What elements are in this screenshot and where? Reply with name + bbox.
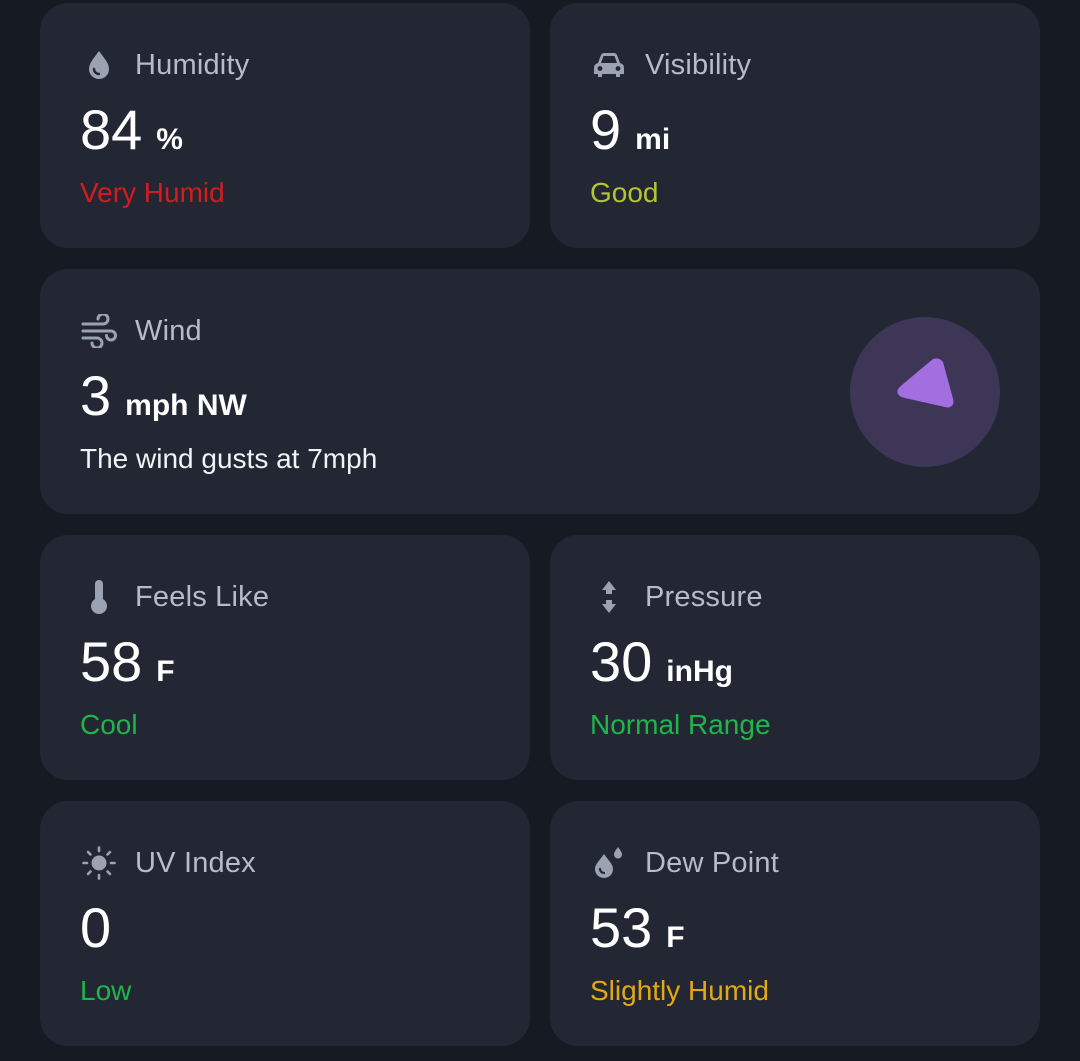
dew-point-label: Dew Point [645, 846, 779, 879]
pressure-label: Pressure [645, 580, 763, 613]
uv-index-label: UV Index [135, 846, 256, 879]
dew-point-value-line: 53 F [590, 893, 685, 963]
thermometer-icon [80, 578, 118, 616]
visibility-value: 9 [590, 98, 622, 161]
wind-header: Wind [80, 311, 202, 351]
feels-like-label: Feels Like [135, 580, 270, 613]
uv-index-status: Low [80, 975, 132, 1006]
uv-index-header: UV Index [80, 843, 256, 883]
wind-gust-description: The wind gusts at 7mph [80, 443, 378, 474]
humidity-status: Very Humid [80, 177, 225, 208]
wind-direction-arrow-icon [885, 350, 965, 435]
pressure-card[interactable]: Pressure 30 inHg Normal Range [550, 535, 1040, 780]
visibility-header: Visibility [590, 45, 751, 85]
wind-value: 3 [80, 364, 112, 427]
humidity-value: 84 [80, 98, 143, 161]
visibility-unit: mi [635, 123, 671, 156]
humidity-label: Humidity [135, 48, 250, 81]
feels-like-status: Cool [80, 709, 138, 740]
dew-point-status: Slightly Humid [590, 975, 769, 1006]
pressure-unit: inHg [666, 655, 733, 688]
visibility-card[interactable]: Visibility 9 mi Good [550, 3, 1040, 248]
pressure-status: Normal Range [590, 709, 771, 740]
feels-like-value-line: 58 F [80, 627, 175, 697]
wind-compass [850, 317, 1000, 467]
wind-card[interactable]: Wind 3 mph NW The wind gusts at 7mph [40, 269, 1040, 514]
feels-like-value: 58 [80, 630, 143, 693]
humidity-header: Humidity [80, 45, 249, 85]
uv-index-card[interactable]: UV Index 0 Low [40, 801, 530, 1046]
feels-like-header: Feels Like [80, 577, 269, 617]
dew-point-header: Dew Point [590, 843, 779, 883]
dew-point-unit: F [666, 921, 685, 954]
wind-value-line: 3 mph NW [80, 361, 247, 431]
pressure-header: Pressure [590, 577, 763, 617]
humidity-card[interactable]: Humidity 84 % Very Humid [40, 3, 530, 248]
sun-icon [80, 844, 118, 882]
uv-index-value: 0 [80, 896, 112, 959]
pressure-value-line: 30 inHg [590, 627, 733, 697]
water-drop-icon [80, 46, 118, 84]
car-icon [590, 46, 628, 84]
dew-point-card[interactable]: Dew Point 53 F Slightly Humid [550, 801, 1040, 1046]
feels-like-unit: F [156, 655, 175, 688]
dew-point-value: 53 [590, 896, 653, 959]
pressure-arrows-icon [590, 578, 628, 616]
wind-icon [80, 312, 118, 350]
visibility-status: Good [590, 177, 659, 208]
visibility-label: Visibility [645, 48, 752, 81]
dew-drops-icon [590, 844, 628, 882]
visibility-value-line: 9 mi [590, 95, 670, 165]
wind-label: Wind [135, 314, 202, 347]
feels-like-card[interactable]: Feels Like 58 F Cool [40, 535, 530, 780]
uv-index-value-line: 0 [80, 893, 111, 963]
humidity-value-line: 84 % [80, 95, 183, 165]
wind-unit: mph NW [125, 389, 247, 422]
pressure-value: 30 [590, 630, 653, 693]
humidity-unit: % [156, 123, 183, 156]
